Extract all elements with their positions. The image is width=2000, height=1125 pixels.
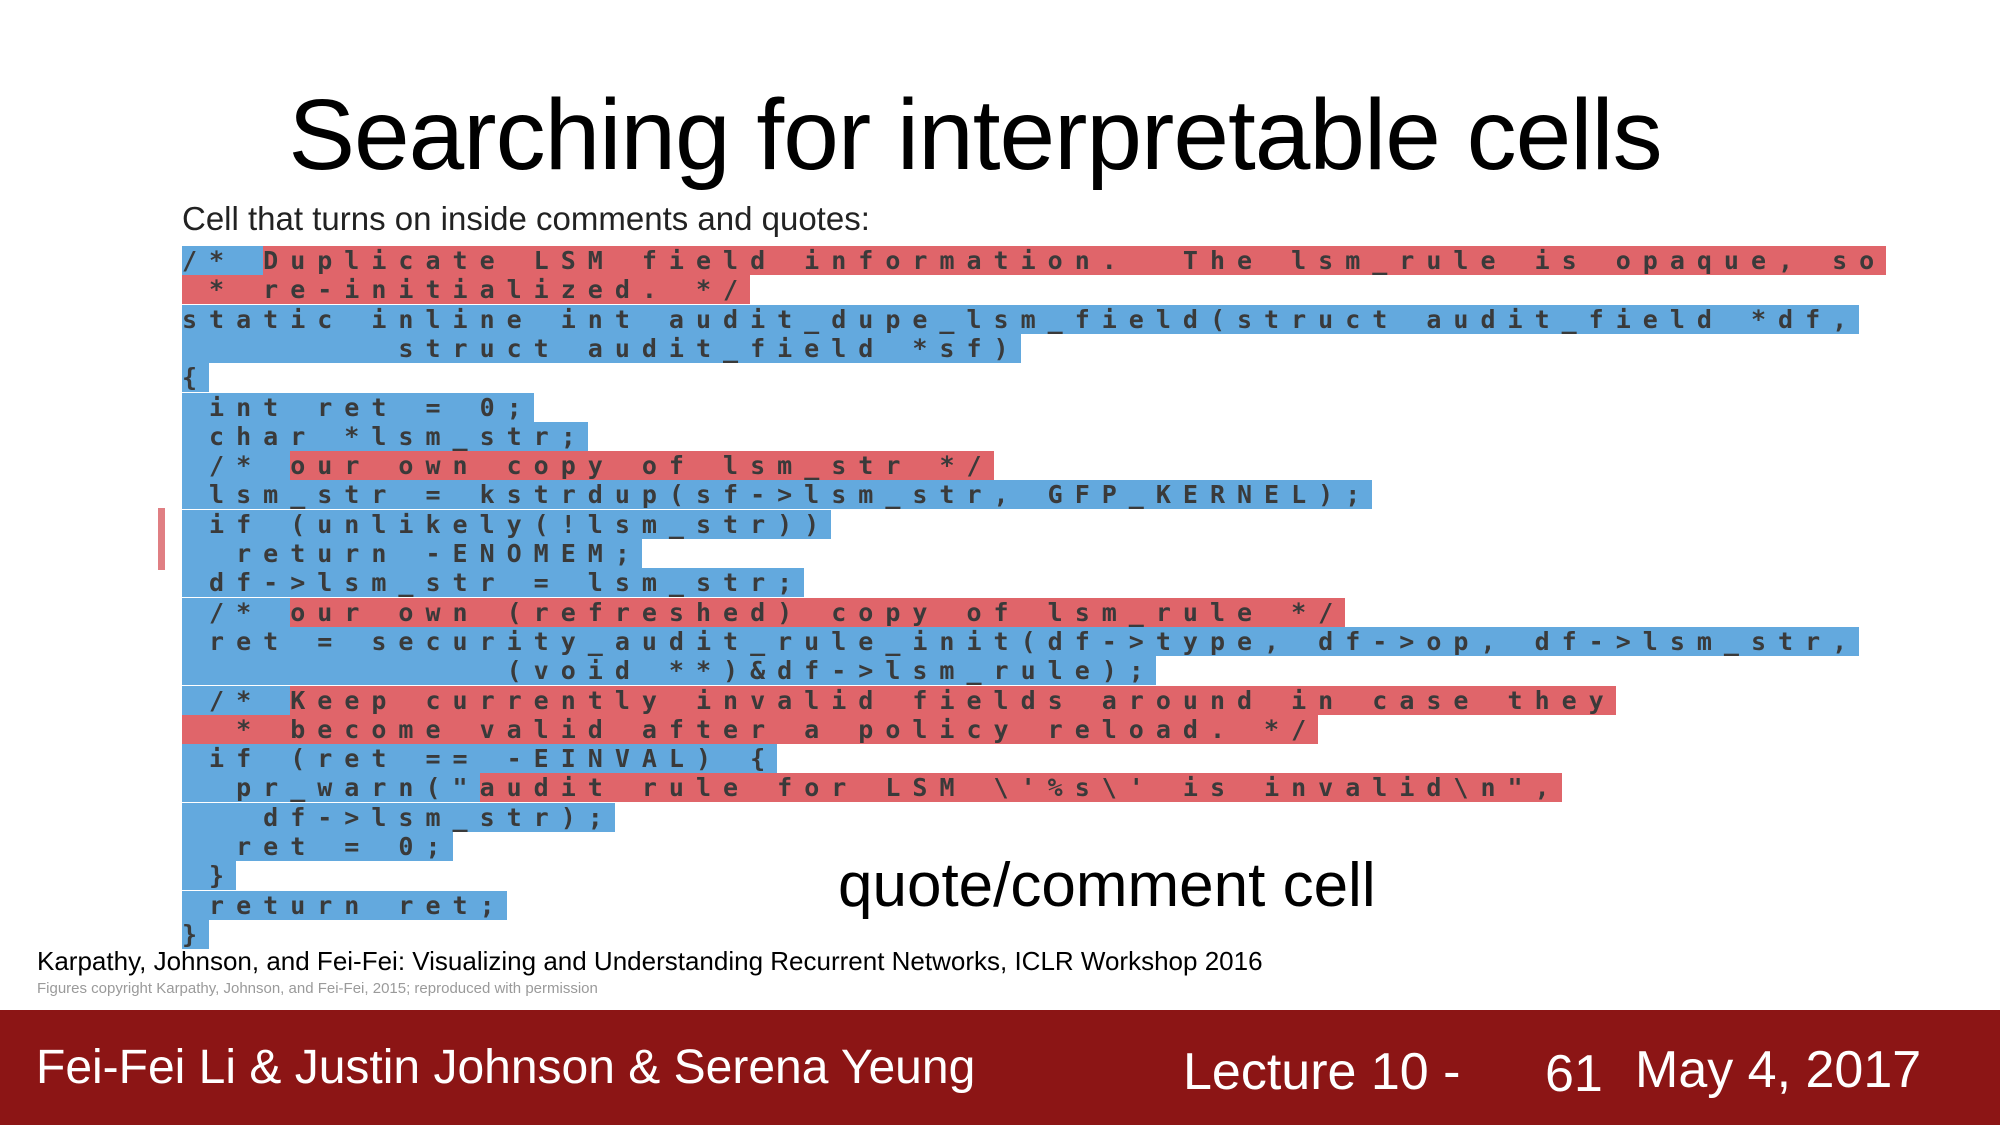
- code-line: if (ret == -EINVAL) {: [182, 744, 778, 774]
- code-line: }: [182, 861, 237, 891]
- code-segment-inactive: pr_warn(": [182, 773, 480, 803]
- code-line: /* Keep currently invalid fields around …: [182, 685, 1616, 715]
- code-segment-inactive: return -ENOMEM;: [182, 539, 642, 568]
- code-segment-inactive: ret = 0;: [182, 832, 453, 861]
- code-segment-inactive: /*: [182, 246, 264, 275]
- slide-title: Searching for interpretable cells: [288, 79, 1662, 191]
- code-line: (void **)&df->lsm_rule);: [182, 656, 1156, 686]
- code-line: return -ENOMEM;: [182, 539, 642, 568]
- cell-label: quote/comment cell: [838, 851, 1376, 920]
- footer-authors: Fei-Fei Li & Justin Johnson & Serena Yeu…: [36, 1041, 976, 1094]
- code-segment-inactive: ret = security_audit_rule_init(df->type,…: [182, 626, 1860, 656]
- code-segment-active: Duplicate LSM field information. The lsm…: [263, 246, 1887, 275]
- code-segment-inactive: df->lsm_str = lsm_str;: [182, 568, 805, 598]
- code-line: pr_warn(" audit rule for LSM \'%s\' is in…: [182, 773, 1562, 803]
- code-segment-active: audit rule for LSM \'%s\' is invalid\n",: [479, 773, 1562, 803]
- code-segment-inactive: char *lsm_str;: [182, 421, 588, 451]
- code-line: {: [182, 363, 210, 393]
- footer-date: May 4, 2017: [1635, 1041, 1922, 1099]
- code-segment-active: * become valid after a policy reload. */: [182, 714, 1319, 744]
- code-segment-inactive: lsm_str = kstrdup(sf->lsm_str, GFP_KERNE…: [182, 480, 1373, 510]
- code-segment-inactive: (void **)&df->lsm_rule);: [182, 656, 1156, 686]
- code-segment-inactive: df->lsm_str);: [182, 802, 615, 832]
- code-line: return ret;: [182, 890, 507, 920]
- code-line: int ret = 0;: [182, 392, 534, 422]
- code-line: }: [182, 919, 210, 949]
- code-segment-inactive: return ret;: [182, 890, 507, 920]
- code-segment-inactive: {: [182, 363, 210, 393]
- code-segment-inactive: int ret = 0;: [182, 392, 534, 422]
- code-line: * re-initialized. */: [182, 275, 751, 305]
- code-line: char *lsm_str;: [182, 421, 588, 451]
- code-segment-inactive: }: [182, 861, 237, 891]
- footer-bar: Fei-Fei Li & Justin Johnson & Serena Yeu…: [0, 1010, 2000, 1125]
- code-line: if (unlikely(!lsm_str)): [182, 509, 832, 539]
- activation-marker: [158, 508, 165, 570]
- code-segment-active: our own copy of lsm_str */: [290, 451, 994, 481]
- code-line: * become valid after a policy reload. */: [182, 714, 1319, 744]
- footer-page-number: 61: [1545, 1045, 1603, 1103]
- copyright-note: Figures copyright Karpathy, Johnson, and…: [37, 980, 598, 997]
- code-segment-inactive: static inline int audit_dupe_lsm_field(s…: [182, 304, 1860, 334]
- code-segment-inactive: if (ret == -EINVAL) {: [182, 744, 778, 774]
- code-line: lsm_str = kstrdup(sf->lsm_str, GFP_KERNE…: [182, 480, 1373, 510]
- code-segment-inactive: /*: [182, 451, 291, 481]
- code-line: ret = security_audit_rule_init(df->type,…: [182, 626, 1860, 656]
- code-line: df->lsm_str = lsm_str;: [182, 568, 805, 598]
- code-segment-inactive: if (unlikely(!lsm_str)): [182, 509, 832, 539]
- code-line: /* our own copy of lsm_str */: [182, 451, 994, 481]
- code-line: struct audit_field *sf): [182, 333, 1021, 363]
- code-line: static inline int audit_dupe_lsm_field(s…: [182, 304, 1860, 334]
- code-segment-active: Keep currently invalid fields around in …: [290, 685, 1616, 715]
- citation: Karpathy, Johnson, and Fei-Fei: Visualiz…: [37, 946, 1263, 976]
- code-line: /* Duplicate LSM field information. The …: [182, 246, 1887, 275]
- code-visualization: /* Duplicate LSM field information. The …: [182, 246, 1887, 949]
- code-line: df->lsm_str);: [182, 802, 615, 832]
- code-segment-inactive: /*: [182, 685, 291, 715]
- subheading: Cell that turns on inside comments and q…: [182, 200, 870, 237]
- code-segment-inactive: /*: [182, 597, 291, 627]
- footer-lecture: Lecture 10 -: [1183, 1043, 1461, 1101]
- code-line: ret = 0;: [182, 832, 453, 861]
- code-segment-active: our own (refreshed) copy of lsm_rule */: [290, 597, 1346, 627]
- code-segment-inactive: }: [182, 919, 210, 949]
- code-segment-inactive: struct audit_field *sf): [182, 333, 1021, 363]
- code-line: /* our own (refreshed) copy of lsm_rule …: [182, 597, 1346, 627]
- code-segment-active: * re-initialized. */: [182, 275, 751, 305]
